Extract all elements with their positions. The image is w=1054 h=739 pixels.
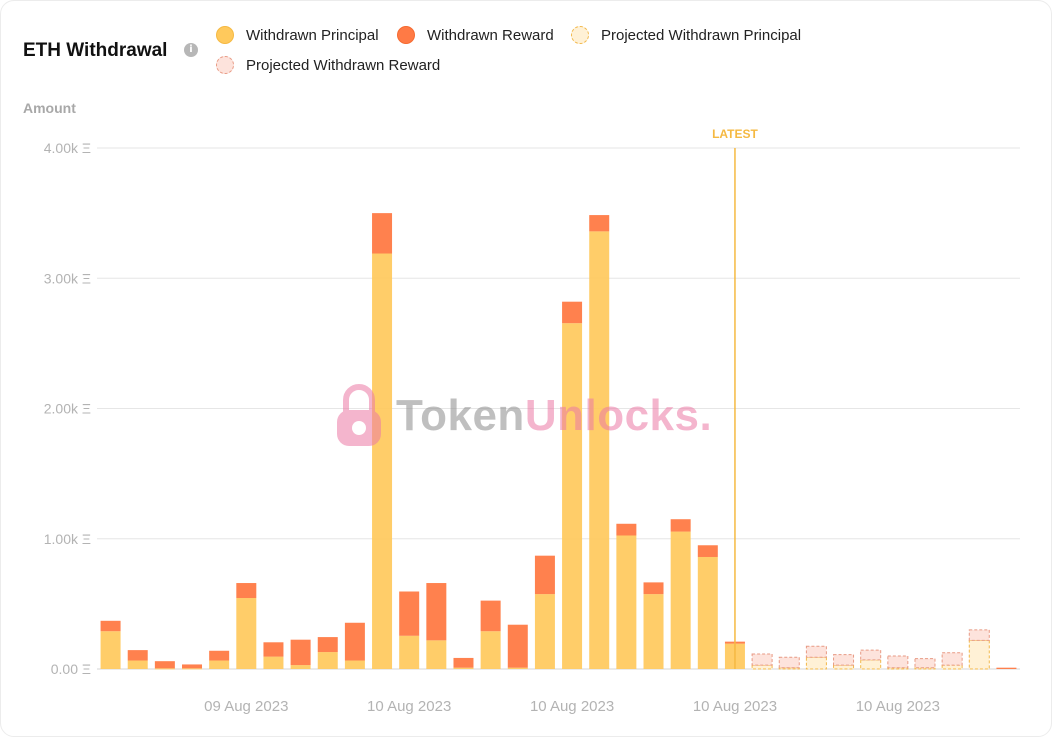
legend-item-projected-principal[interactable]: Projected Withdrawn Principal <box>571 26 801 44</box>
watermark: TokenUnlocks. <box>334 384 712 448</box>
legend-item-withdrawn-principal[interactable]: Withdrawn Principal <box>216 26 379 44</box>
y-tick-label: 3.00k Ξ <box>44 270 91 286</box>
latest-marker-label: LATEST <box>712 127 758 141</box>
bar-withdrawn-principal <box>534 594 555 669</box>
bar-projected-principal <box>860 659 882 670</box>
legend-swatch-projected-principal <box>571 26 589 44</box>
bar-withdrawn-reward <box>534 555 555 595</box>
bar-withdrawn-principal <box>426 640 447 669</box>
bar-withdrawn-reward <box>372 213 393 254</box>
y-tick-label: 2.00k Ξ <box>44 401 91 417</box>
legend-swatch-withdrawn-reward <box>397 26 415 44</box>
x-tick-label: 10 Aug 2023 <box>530 698 614 715</box>
bar-withdrawn-principal <box>209 660 230 669</box>
bar-withdrawn-reward <box>589 215 610 232</box>
bar-projected-reward <box>751 653 773 666</box>
bar-withdrawn-principal <box>507 667 528 669</box>
bar-withdrawn-reward <box>697 545 718 557</box>
bar-withdrawn-principal <box>616 535 637 669</box>
bar-withdrawn-reward <box>317 637 338 653</box>
bar-withdrawn-principal <box>236 598 257 669</box>
bar-projected-reward <box>778 656 800 669</box>
bar-projected-reward <box>914 658 936 669</box>
bar-withdrawn-principal <box>399 635 420 669</box>
bar-withdrawn-reward <box>182 664 203 669</box>
bar-withdrawn-reward <box>996 667 1017 669</box>
bar-withdrawn-principal <box>344 660 365 669</box>
bar-withdrawn-principal <box>372 253 393 669</box>
legend-swatch-projected-reward <box>216 56 234 74</box>
bar-withdrawn-principal <box>643 594 664 669</box>
y-axis-title: Amount <box>23 100 76 116</box>
watermark-text-token: Token <box>396 391 525 440</box>
bar-withdrawn-reward <box>209 650 230 661</box>
y-tick-label: 1.00k Ξ <box>44 531 91 547</box>
legend-swatch-withdrawn-principal <box>216 26 234 44</box>
bar-projected-reward <box>941 652 963 666</box>
bar-withdrawn-reward <box>100 620 121 632</box>
bar-withdrawn-principal <box>290 665 311 669</box>
legend-item-projected-reward[interactable]: Projected Withdrawn Reward <box>216 56 440 74</box>
y-tick-label: 4.00k Ξ <box>44 140 91 156</box>
x-tick-label: 09 Aug 2023 <box>204 698 288 715</box>
x-tick-label: 10 Aug 2023 <box>856 698 940 715</box>
bar-withdrawn-reward <box>480 600 501 632</box>
bar-withdrawn-reward <box>263 642 284 657</box>
bar-withdrawn-reward <box>562 301 583 324</box>
bar-projected-reward <box>833 654 855 666</box>
legend-label: Withdrawn Reward <box>427 26 554 44</box>
legend-label: Withdrawn Principal <box>246 26 379 44</box>
bar-withdrawn-reward <box>344 622 365 661</box>
lock-logo-icon <box>337 384 381 446</box>
x-tick-label: 10 Aug 2023 <box>693 698 777 715</box>
watermark-text-unlocks: Unlocks <box>524 391 700 440</box>
bar-projected-reward <box>887 655 909 669</box>
info-icon[interactable]: i <box>184 43 198 57</box>
legend-item-withdrawn-reward[interactable]: Withdrawn Reward <box>397 26 554 44</box>
bar-projected-reward <box>968 629 990 641</box>
legend-label: Projected Withdrawn Principal <box>601 26 802 44</box>
bar-withdrawn-reward <box>643 582 664 595</box>
bar-withdrawn-principal <box>697 556 718 669</box>
x-tick-label: 10 Aug 2023 <box>367 698 451 715</box>
bar-withdrawn-principal <box>263 656 284 669</box>
bar-withdrawn-principal <box>317 652 338 669</box>
bar-projected-principal <box>805 656 827 670</box>
bar-withdrawn-reward <box>127 650 148 661</box>
bar-withdrawn-reward <box>616 523 637 536</box>
bar-withdrawn-reward <box>236 583 257 599</box>
chart-title: ETH Withdrawal <box>23 40 168 61</box>
bar-withdrawn-reward <box>154 661 175 669</box>
bar-withdrawn-reward <box>426 583 447 641</box>
bar-withdrawn-principal <box>480 631 501 669</box>
bar-withdrawn-reward <box>290 639 311 666</box>
bar-projected-principal <box>968 639 990 670</box>
bar-projected-reward <box>860 649 882 661</box>
bar-projected-reward <box>805 645 827 658</box>
bar-withdrawn-principal <box>453 667 474 669</box>
bar-withdrawn-principal <box>182 668 203 670</box>
bar-withdrawn-reward <box>399 591 420 636</box>
bar-withdrawn-reward <box>507 624 528 668</box>
bar-withdrawn-reward <box>453 657 474 668</box>
y-tick-label: 0.00 Ξ <box>51 661 91 677</box>
bar-withdrawn-principal <box>562 323 583 669</box>
bar-withdrawn-principal <box>100 631 121 669</box>
bar-projected-principal <box>941 664 963 670</box>
watermark-dot: . <box>699 391 713 440</box>
bar-withdrawn-principal <box>670 531 691 669</box>
bar-withdrawn-principal <box>589 231 610 670</box>
bar-projected-principal <box>751 664 773 670</box>
legend-label: Projected Withdrawn Reward <box>246 56 441 74</box>
bar-withdrawn-principal <box>154 668 175 670</box>
bar-withdrawn-reward <box>670 519 691 532</box>
bar-projected-principal <box>833 664 855 670</box>
bar-withdrawn-principal <box>127 660 148 669</box>
